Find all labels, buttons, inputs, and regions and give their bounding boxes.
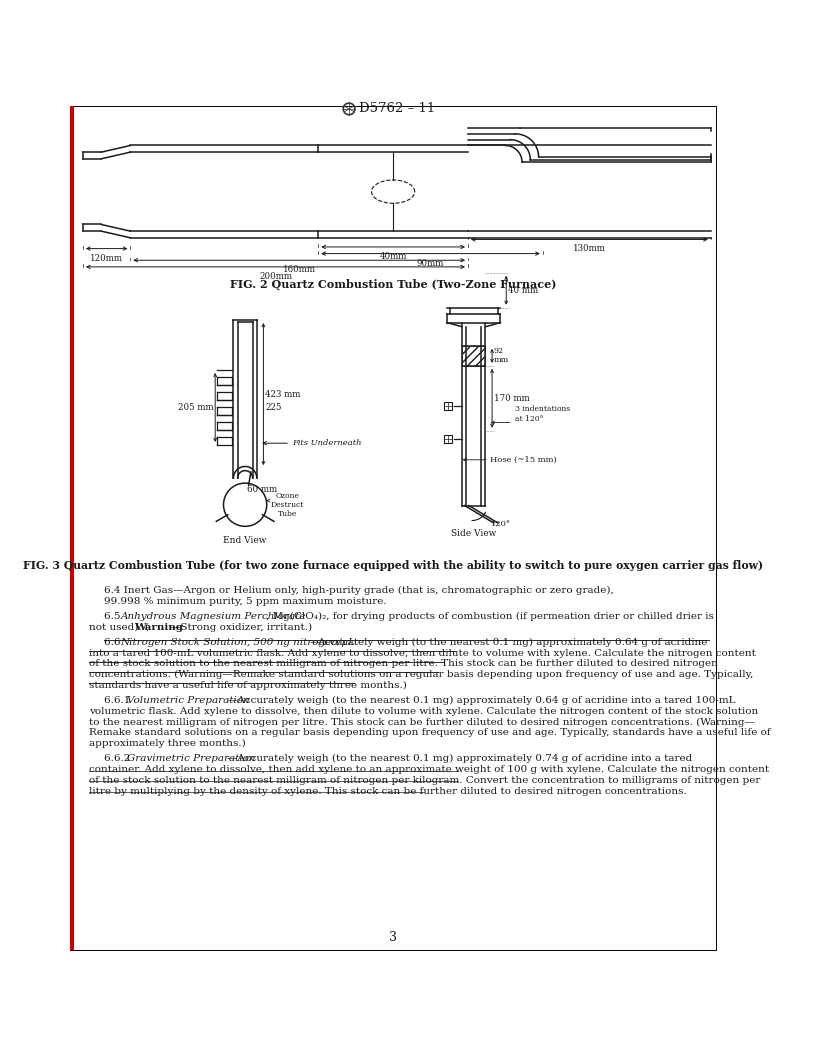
Text: Remake standard solutions on a regular basis depending upon frequency of use and: Remake standard solutions on a regular b… [89,729,770,737]
Text: Nitrogen Stock Solution, 500 ng nitrogen/μL: Nitrogen Stock Solution, 500 ng nitrogen… [121,638,356,646]
Text: approximately three months.): approximately three months.) [89,739,246,749]
Text: Side View: Side View [451,529,496,538]
Text: concentrations. (Warning—Remake standard solutions on a regular basis depending : concentrations. (Warning—Remake standard… [89,671,753,679]
Text: 6.6.1: 6.6.1 [104,696,133,705]
Text: 160mm: 160mm [282,265,316,275]
Text: into a tared 100-mL volumetric flask. Add xylene to dissolve, then dilute to vol: into a tared 100-mL volumetric flask. Ad… [89,648,756,658]
Text: 90mm: 90mm [417,259,444,267]
Text: of the stock solution to the nearest milligram of nitrogen per kilogram. Convert: of the stock solution to the nearest mil… [89,776,761,785]
Text: Accurately weigh (to the nearest 0.1 mg) approximately 0.64 g of acridine: Accurately weigh (to the nearest 0.1 mg)… [317,638,707,647]
Text: Fits Underneath: Fits Underneath [291,439,361,447]
Text: volumetric flask. Add xylene to dissolve, then dilute to volume with xylene. Cal: volumetric flask. Add xylene to dissolve… [89,706,758,716]
Text: 6.5: 6.5 [104,612,123,621]
Text: 225: 225 [265,403,282,412]
Text: Gravimetric Preparation: Gravimetric Preparation [127,754,255,763]
Text: 60 mm: 60 mm [246,486,277,494]
Text: 205 mm: 205 mm [178,403,214,412]
Text: —Accurately weigh (to the nearest 0.1 mg) approximately 0.74 g of acridine into : —Accurately weigh (to the nearest 0.1 mg… [227,754,692,763]
Bar [444,401,452,410]
Text: Hose (~15 mm): Hose (~15 mm) [490,456,557,464]
Text: 99.998 % minimum purity, 5 ppm maximum moisture.: 99.998 % minimum purity, 5 ppm maximum m… [104,597,387,606]
Text: 40mm: 40mm [379,252,407,261]
Text: Volumetric Preparation: Volumetric Preparation [127,696,250,705]
Text: 40 mm: 40 mm [508,286,538,295]
Text: , Mg(ClO₄)₂, for drying products of combustion (if permeation drier or chilled d: , Mg(ClO₄)₂, for drying products of comb… [266,612,714,621]
Text: standards have a useful life of approximately three months.): standards have a useful life of approxim… [89,681,475,691]
Text: of the stock solution to the nearest milligram of nitrogen per litre. This stock: of the stock solution to the nearest mil… [89,659,717,668]
Text: Anhydrous Magnesium Perchlorate: Anhydrous Magnesium Perchlorate [121,612,306,621]
Text: End View: End View [224,536,267,545]
Text: 3 indentations
at 120°: 3 indentations at 120° [515,406,570,422]
Text: 6.6: 6.6 [104,638,123,646]
Text: 170 mm: 170 mm [494,394,530,402]
Text: 423 mm: 423 mm [265,390,300,398]
Text: FIG. 2 Quartz Combustion Tube (Two-Zone Furnace): FIG. 2 Quartz Combustion Tube (Two-Zone … [230,279,557,289]
Text: to the nearest milligram of nitrogen per litre. This stock can be further dilute: to the nearest milligram of nitrogen per… [89,718,755,727]
Text: 130mm: 130mm [573,244,605,253]
Bar [444,435,452,444]
Text: 6.4 Inert Gas—Argon or Helium only, high-purity grade (that is, chromatographic : 6.4 Inert Gas—Argon or Helium only, high… [104,586,614,596]
Text: D5762 – 11: D5762 – 11 [359,102,435,115]
Text: 92
mm: 92 mm [494,347,509,364]
Text: litre by multiplying by the density of xylene. This stock can be further diluted: litre by multiplying by the density of x… [89,787,686,795]
Text: 6.6.2: 6.6.2 [104,754,133,763]
Text: —Accurately weigh (to the nearest 0.1 mg) approximately 0.64 g of acridine into : —Accurately weigh (to the nearest 0.1 mg… [227,696,735,705]
Text: Warning: Warning [135,623,184,631]
Text: 200mm: 200mm [259,271,292,281]
Text: not used). (: not used). ( [89,623,149,631]
Bar [70,106,73,950]
Text: FIG. 3 Quartz Combustion Tube (for two zone furnace equipped with the ability to: FIG. 3 Quartz Combustion Tube (for two z… [23,560,763,571]
Text: 120°: 120° [491,520,512,528]
Text: Ozone
Destruct
Tube: Ozone Destruct Tube [271,491,304,517]
Text: —Strong oxidizer, irritant.): —Strong oxidizer, irritant.) [171,623,313,631]
Text: container. Add xylene to dissolve, then add xylene to an approximate weight of 1: container. Add xylene to dissolve, then … [89,765,769,774]
Text: 120mm: 120mm [90,253,123,263]
Text: 3: 3 [389,930,397,944]
Text: —: — [310,638,321,646]
